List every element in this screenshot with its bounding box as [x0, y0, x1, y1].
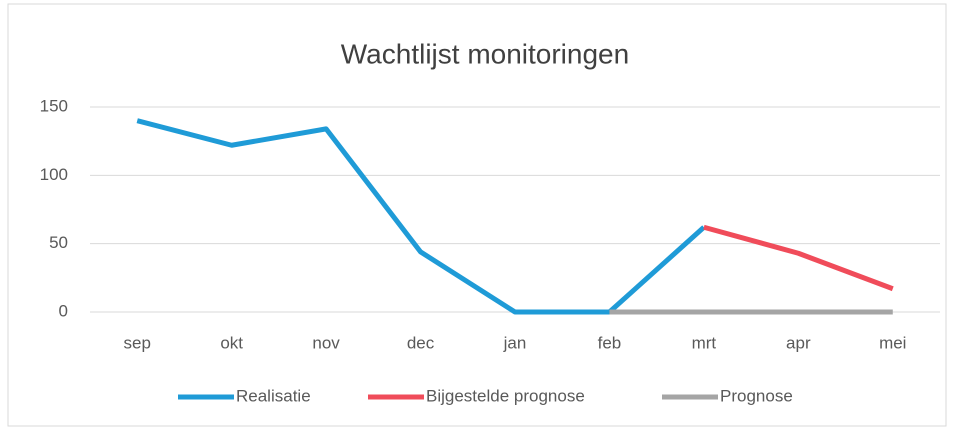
legend-label: Realisatie — [236, 386, 311, 405]
x-tick-label: mrt — [692, 333, 717, 352]
line-series — [136, 118, 706, 315]
x-tick-label: dec — [407, 333, 435, 352]
x-tick-label: sep — [124, 333, 151, 352]
line-series — [703, 224, 894, 292]
x-tick-label: jan — [503, 333, 527, 352]
chart-title: Wachtlijst monitoringen — [341, 38, 629, 69]
chart-border — [7, 3, 947, 427]
legend-label: Prognose — [720, 386, 793, 405]
x-tick-label: feb — [598, 333, 622, 352]
x-tick-label: nov — [312, 333, 340, 352]
x-tick-label: apr — [786, 333, 811, 352]
y-tick-label: 50 — [49, 233, 68, 252]
y-tick-label: 100 — [40, 165, 68, 184]
x-tick-label: mei — [879, 333, 906, 352]
y-tick-label: 150 — [40, 96, 68, 115]
legend-label: Bijgestelde prognose — [426, 386, 585, 405]
x-tick-label: okt — [220, 333, 243, 352]
y-tick-label: 0 — [59, 301, 68, 320]
